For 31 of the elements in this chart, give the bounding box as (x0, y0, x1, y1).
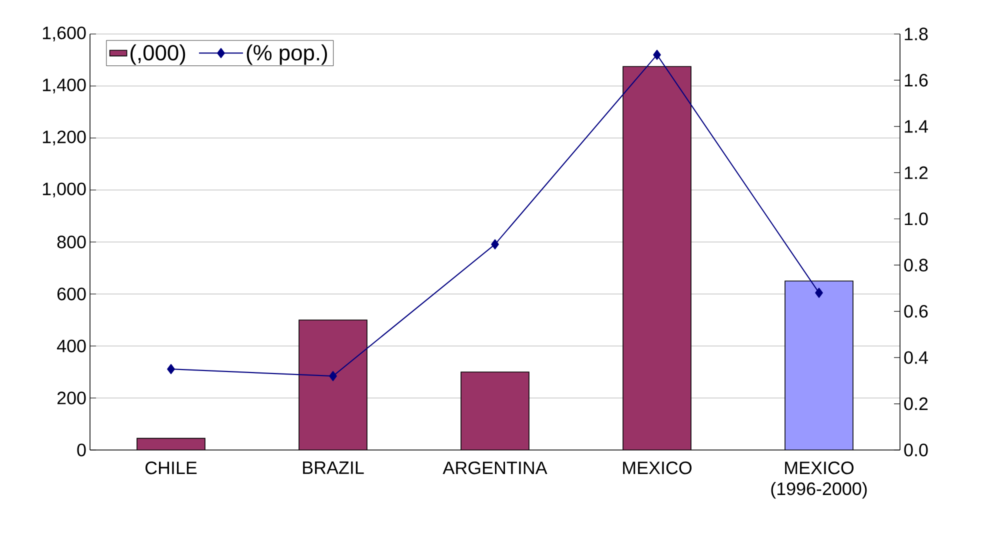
x-tick-label: CHILE (146, 462, 197, 474)
point (815, 288, 823, 298)
y-tick-label: 600 (57, 288, 86, 300)
y-tick-label: 1,200 (42, 130, 86, 146)
y-tick-label: 800 (57, 236, 86, 248)
y2-tick-label: 1.8 (904, 28, 928, 40)
y2-tick-label: 0.8 (904, 258, 928, 272)
y-tick-label: 1,400 (42, 78, 86, 94)
y-tick-label: 400 (56, 340, 86, 352)
point (329, 371, 337, 382)
point (167, 364, 175, 374)
x-tick-label: MEXICO (1996-2000) (771, 462, 867, 499)
legend-label: (% pop.) (246, 44, 327, 65)
y2-tick-label: 1.0 (904, 212, 928, 226)
x-tick-label: MEXICO (623, 462, 692, 474)
point (491, 239, 499, 250)
y2-tick-label: 1.4 (904, 120, 928, 133)
y2-tick-label: 0.4 (904, 351, 928, 364)
y2-tick-label: 0.2 (904, 397, 928, 410)
x-tick-label: ARGENTINA (442, 462, 548, 474)
y2-tick-label: 1.6 (904, 74, 928, 87)
point (653, 50, 661, 60)
y-tick-label: 1,000 (42, 182, 86, 198)
y-tick-label: 200 (57, 392, 86, 404)
x-tick-label: BRAZIL (303, 462, 364, 474)
y2-tick-label: 0.0 (904, 444, 928, 456)
legend-label: (,000) (130, 44, 186, 65)
y2-tick-label: 0.6 (904, 304, 928, 318)
y-tick-label: 1,600 (42, 26, 86, 42)
y-tick-label: 0 (77, 444, 86, 456)
y2-tick-label: 1.2 (904, 166, 928, 179)
